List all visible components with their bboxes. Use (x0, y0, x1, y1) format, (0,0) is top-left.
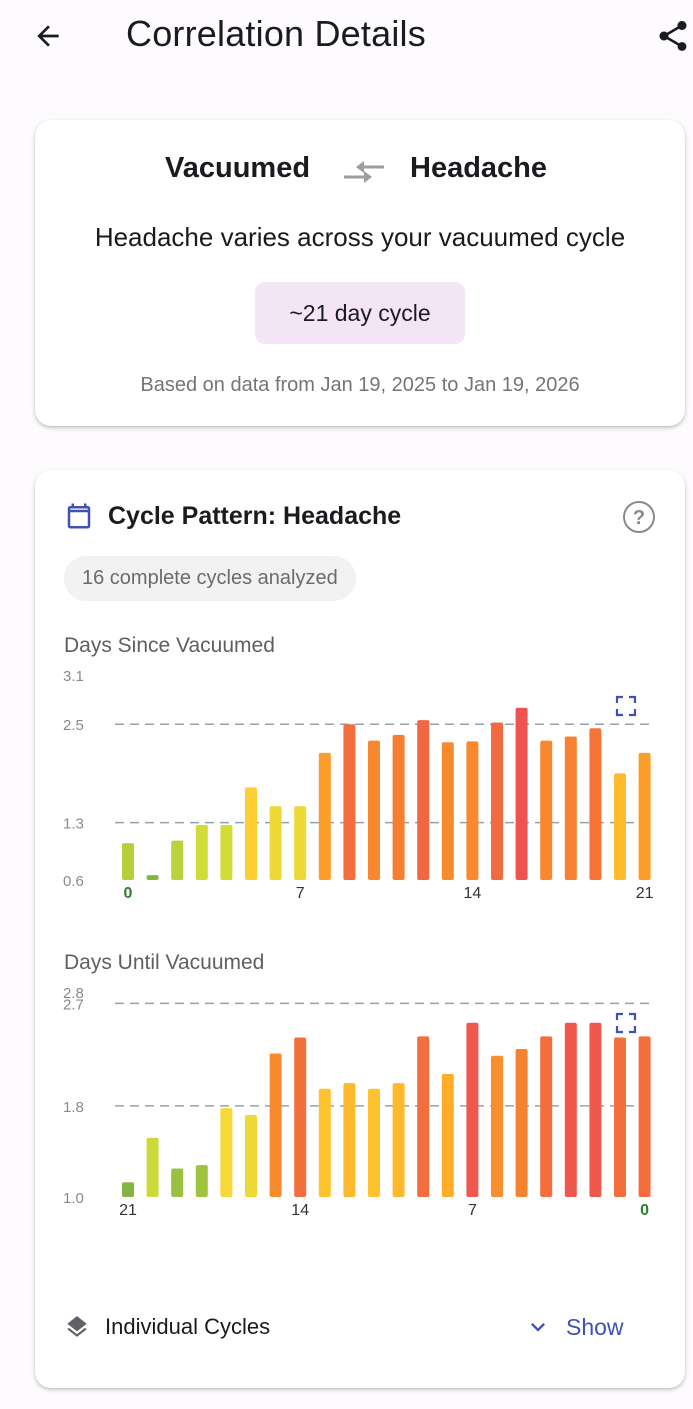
chart1-bar (417, 720, 429, 880)
show-individual-cycles-button[interactable]: Show (524, 1308, 624, 1346)
chart2-x-tick-label: 7 (468, 1202, 477, 1219)
chart2-bar (147, 1138, 159, 1197)
chart1-bar (270, 806, 282, 880)
chart1-bar (639, 753, 651, 880)
chart2-y-tick-label: 2.7 (63, 996, 84, 1013)
chevron-down-icon (524, 1313, 552, 1341)
chart1-bar (466, 741, 478, 880)
show-label: Show (566, 1314, 624, 1341)
chart2-bar (393, 1083, 405, 1197)
chart1-bar (343, 724, 355, 880)
chart2-x-tick-label: 21 (119, 1202, 137, 1219)
chart1-x-tick-label: 0 (124, 885, 133, 902)
chart1-bar (171, 841, 183, 880)
chart1-bar (516, 708, 528, 880)
chart2-bar (565, 1023, 577, 1197)
chart2-bar (122, 1182, 134, 1197)
chart2-bar (540, 1036, 552, 1197)
individual-cycles-label: Individual Cycles (105, 1314, 270, 1340)
chart2-bar (294, 1038, 306, 1197)
chart1-bar (442, 742, 454, 880)
chart2-y-tick-label: 1.8 (63, 1099, 84, 1116)
chart2-bar (417, 1036, 429, 1197)
chart1-bar (147, 875, 159, 880)
chart1-y-tick-label: 0.6 (63, 873, 84, 890)
chart2-bar (614, 1038, 626, 1197)
chart1-bar (294, 806, 306, 880)
chart1-bar (614, 773, 626, 880)
chart2-bar (319, 1089, 331, 1197)
chart1-y-tick-label: 1.3 (63, 816, 84, 833)
chart1-bar (319, 753, 331, 880)
chart1-bar (196, 825, 208, 880)
chart2-bar (442, 1074, 454, 1197)
chart2-x-tick-label: 0 (640, 1202, 649, 1219)
chart1-bar (368, 741, 380, 880)
layers-icon (64, 1314, 90, 1340)
chart2-bar (196, 1165, 208, 1197)
chart2-bar (639, 1036, 651, 1197)
chart2-bar (491, 1056, 503, 1197)
chart2-bar (171, 1169, 183, 1197)
chart2-bar (516, 1049, 528, 1197)
chart1-bar (491, 723, 503, 880)
chart2-y-tick-label: 1.0 (63, 1190, 84, 1207)
chart1-y-tick-label: 3.1 (63, 668, 84, 685)
chart2-fullscreen-icon[interactable] (617, 1014, 635, 1032)
chart1-bar (589, 728, 601, 880)
chart1-bar (540, 741, 552, 880)
chart2-bar (270, 1054, 282, 1198)
chart1-x-tick-label: 21 (636, 885, 654, 902)
chart1-x-tick-label: 7 (296, 885, 305, 902)
chart2-bar (220, 1108, 232, 1197)
chart2-bar (245, 1115, 257, 1197)
chart2-bar (368, 1089, 380, 1197)
chart2-x-tick-label: 14 (291, 1202, 309, 1219)
chart1-fullscreen-icon[interactable] (617, 697, 635, 715)
chart1-y-tick-label: 2.5 (63, 717, 84, 734)
chart1-bar (220, 825, 232, 880)
chart1-x-tick-label: 14 (464, 885, 482, 902)
chart1-bar (565, 737, 577, 881)
chart2-bar (343, 1083, 355, 1197)
chart1-bar (122, 843, 134, 880)
chart1-bar (245, 787, 257, 880)
chart1-bar (393, 735, 405, 880)
chart2-bar (589, 1023, 601, 1197)
chart2-bar (466, 1023, 478, 1197)
